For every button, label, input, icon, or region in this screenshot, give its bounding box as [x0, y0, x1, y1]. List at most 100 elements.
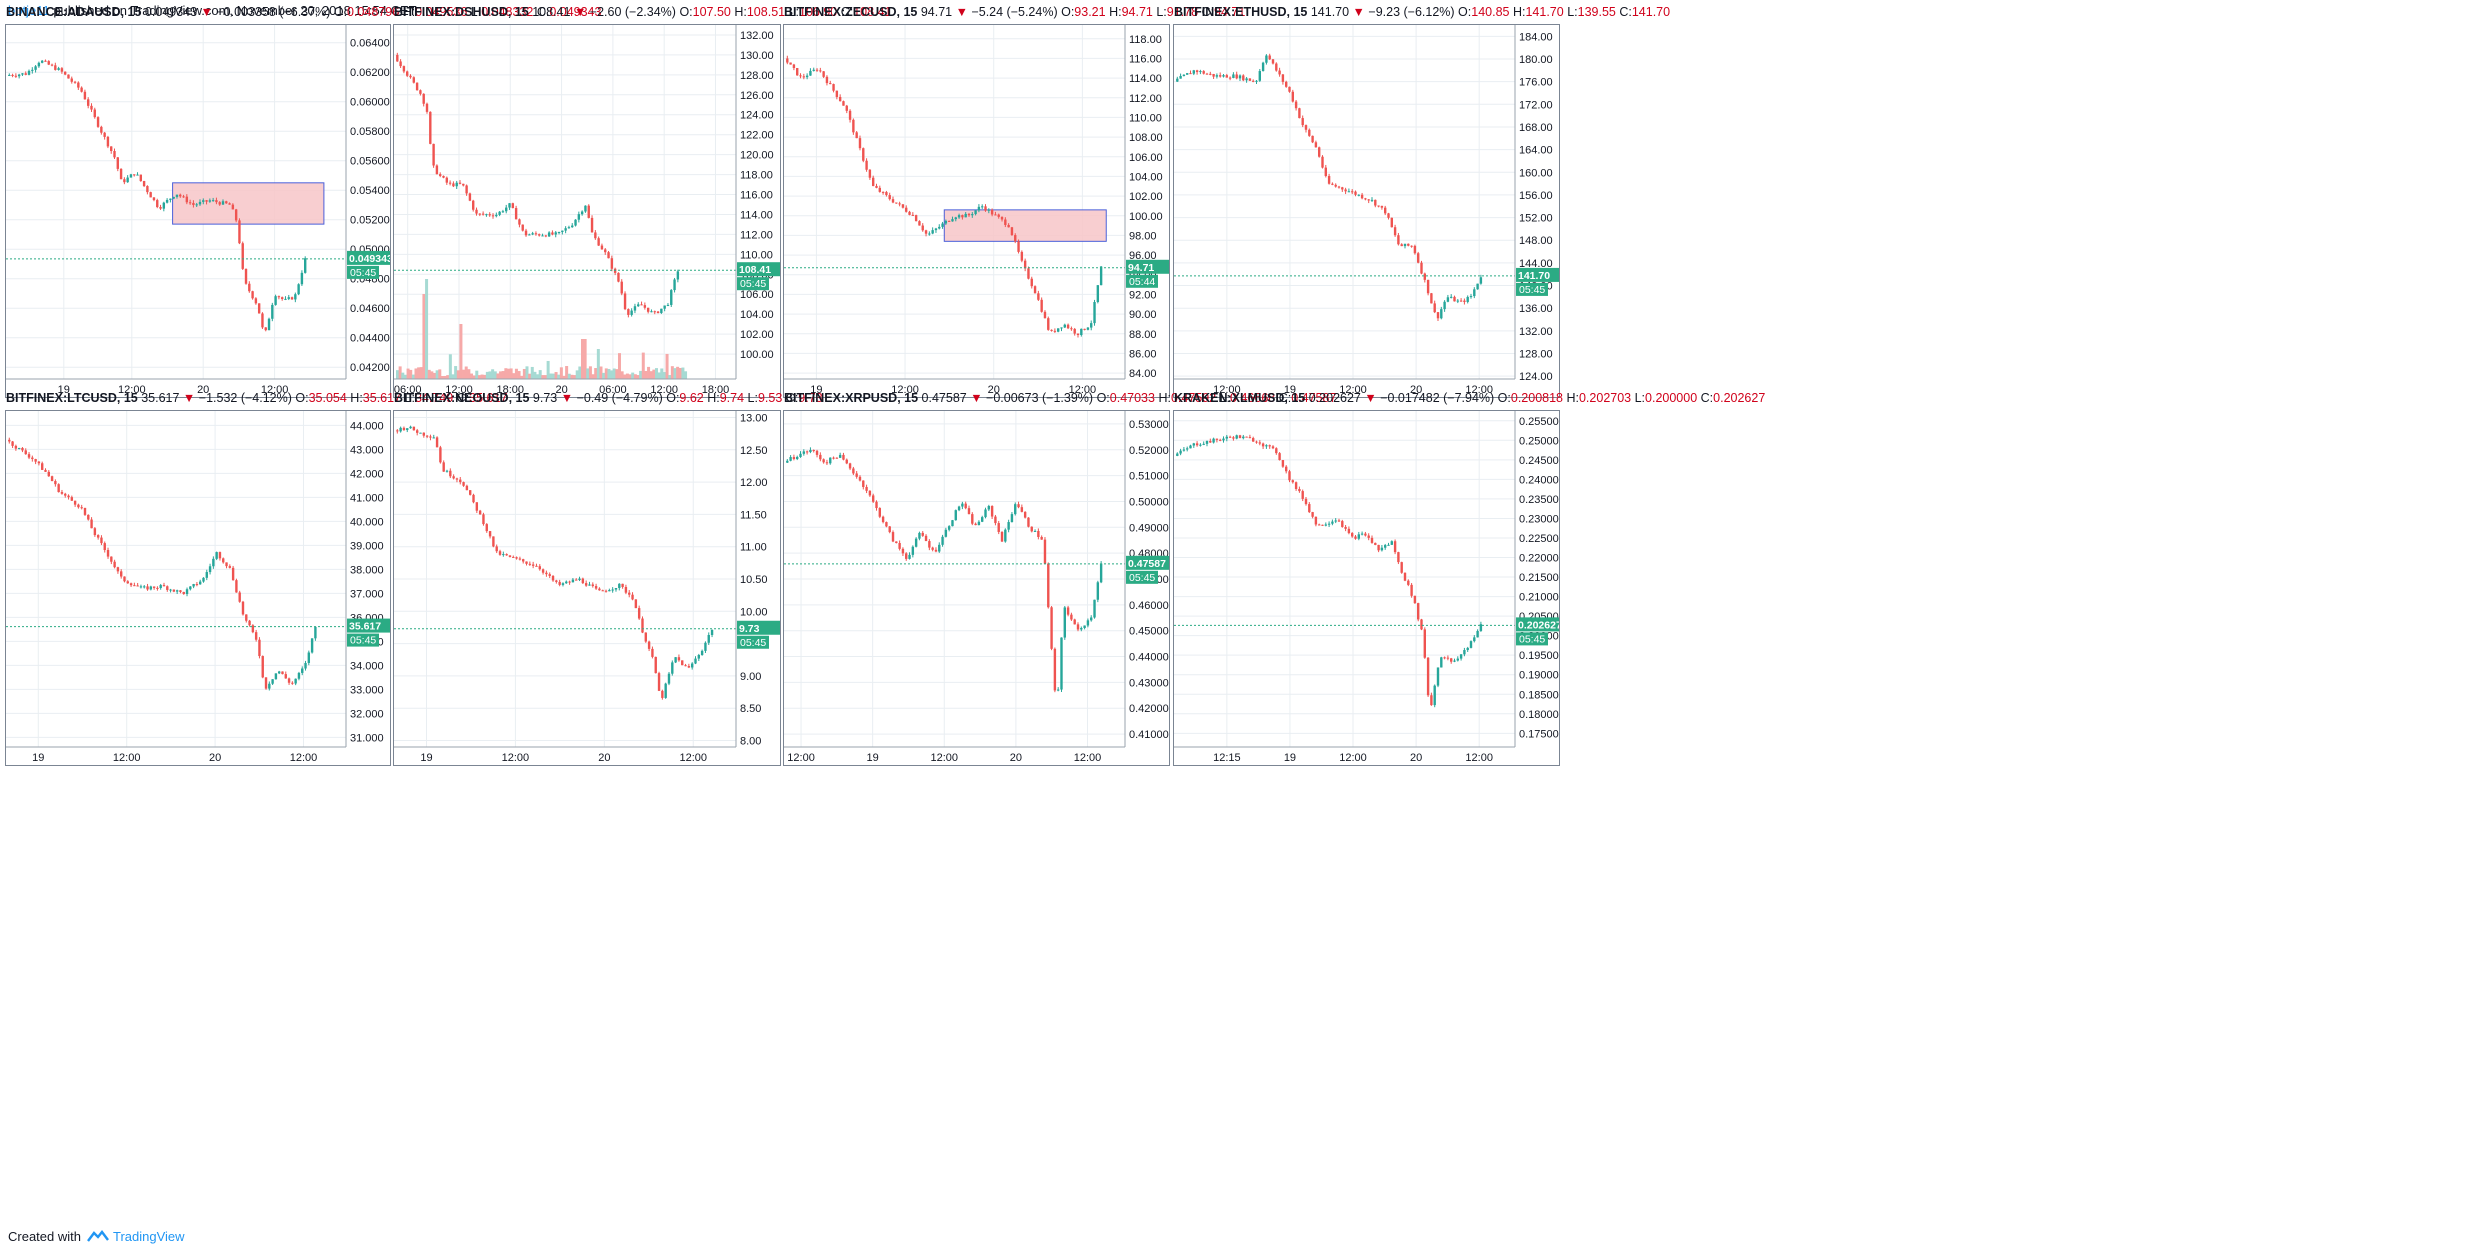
ohlc-key: L:: [747, 391, 758, 405]
candle-body: [511, 203, 515, 209]
x-tick-label: 20: [209, 752, 221, 764]
candle-body: [1285, 81, 1288, 87]
candle-body: [786, 460, 789, 463]
candle-body: [172, 589, 176, 592]
candle-body: [971, 214, 974, 216]
candle-body: [918, 532, 921, 539]
y-tick-label: 102.00: [1129, 191, 1163, 203]
symbol-label: BITFINEX:LTCUSD, 15: [6, 391, 138, 405]
y-tick-label: 34.000: [350, 660, 384, 672]
y-tick-label: 9.00: [740, 671, 761, 683]
y-tick-label: 180.00: [1519, 54, 1553, 66]
candle-body: [11, 74, 14, 76]
x-tick-label: 12:15: [1213, 752, 1241, 764]
volume-bar: [512, 373, 516, 379]
author-link[interactable]: botje11: [8, 3, 50, 18]
candle-body: [106, 136, 110, 147]
y-tick-label: 0.180000: [1519, 709, 1560, 721]
chart-panel[interactable]: 0.53000 0.52000 0.51000 0.50000 0.49000 0.480…: [783, 410, 1170, 766]
y-tick-label: 132.00: [1519, 326, 1553, 338]
candle-body: [307, 652, 311, 663]
y-tick-label: 0.046000: [350, 303, 391, 315]
y-tick-label: 0.52000: [1129, 445, 1169, 457]
candle-body: [133, 174, 136, 176]
grid: [394, 411, 736, 747]
candle-body: [1199, 444, 1202, 446]
candle-body: [1040, 299, 1043, 312]
y-tick-label: 0.058000: [350, 126, 391, 138]
countdown-tag: [347, 633, 379, 647]
candle-body: [1380, 547, 1384, 551]
candle-body: [1278, 70, 1281, 75]
chart-panel[interactable]: 118.00 116.00 114.00 112.00 110.00 108.00 106.…: [783, 24, 1170, 398]
candle-body: [1235, 74, 1238, 79]
volume-bar: [668, 375, 672, 379]
candle-body: [425, 435, 429, 437]
candle-body: [77, 82, 80, 88]
ohlc-key: L:: [404, 391, 415, 405]
tradingview-link[interactable]: TradingView: [112, 1229, 185, 1244]
candle-body: [57, 68, 60, 70]
candle-body: [1456, 300, 1459, 302]
chart-panel[interactable]: 0.064000 0.062000 0.060000 0.058000 0.056000…: [5, 24, 391, 398]
y-tick-label: 0.43000: [1129, 677, 1169, 689]
chart-svg: 0.255000 0.250000 0.245000 0.240000 0.235000…: [1174, 411, 1560, 764]
candle-body: [852, 468, 855, 474]
candle-body: [152, 586, 156, 588]
candle-body: [538, 566, 541, 570]
ohlc-key: L:: [470, 5, 482, 19]
candle-body: [994, 214, 997, 216]
chart-legend: BINANCE:ADAUSD, 15 0.049343 ▼ −0.003358 …: [6, 4, 601, 21]
candle-body: [848, 463, 852, 469]
x-tick-label: 12:00: [118, 384, 146, 396]
candle-body: [396, 54, 399, 62]
candle-body: [921, 225, 924, 231]
volume-bar: [565, 366, 569, 379]
y-tick-label: 104.00: [1129, 171, 1163, 183]
chart-panel[interactable]: 13.0012.5012.0011.5011.0010.5010.009.509…: [393, 410, 781, 766]
price-tag: [737, 620, 780, 635]
candle-body: [852, 119, 855, 133]
candle-body: [584, 583, 588, 586]
candle-body: [17, 74, 21, 77]
candle-body: [551, 232, 554, 235]
candle-body: [512, 556, 515, 558]
chart-panel[interactable]: 132.00 130.00 128.00 126.00 124.00 122.00 120.…: [393, 24, 781, 398]
candle-body: [287, 678, 291, 683]
symbol-label: BITFINEX:DSHUSD, 15: [394, 5, 529, 19]
volume-bar: [467, 369, 471, 379]
y-tick-label: 124.00: [1519, 371, 1553, 383]
chart-panel[interactable]: 0.255000 0.250000 0.245000 0.240000 0.235000…: [1173, 410, 1560, 766]
candle-body: [1014, 235, 1017, 242]
candle-body: [557, 232, 561, 234]
candle-body: [422, 432, 426, 436]
candle-body: [139, 586, 143, 588]
candle-body: [1265, 55, 1268, 63]
candle-body: [415, 430, 419, 433]
candle-body: [1456, 658, 1459, 661]
y-tick-label: 172.00: [1519, 99, 1553, 111]
countdown-tag: [1126, 274, 1158, 288]
chart-panel[interactable]: 184.00 180.00 176.00 172.00 168.00 164.00 160.…: [1173, 24, 1560, 398]
candle-body: [1407, 243, 1410, 246]
candle-body: [274, 296, 277, 305]
volume-bar: [530, 366, 534, 379]
chart-panel[interactable]: 44.000 43.000 42.000 41.000 40.000 39.000 38.0…: [5, 410, 391, 766]
candle-body: [300, 272, 304, 285]
candle-body: [666, 304, 670, 306]
ohlc-value: 106.90: [799, 5, 841, 19]
candle-body: [1281, 460, 1285, 467]
candle-body: [825, 76, 829, 84]
candle-body: [1331, 183, 1334, 185]
candle-body: [1000, 531, 1004, 542]
candle-body: [928, 541, 931, 548]
countdown-tag: [347, 265, 379, 279]
candle-body: [1393, 227, 1397, 236]
x-tick-label: 12:00: [502, 752, 530, 764]
candle-body: [455, 182, 458, 187]
candle-body: [419, 432, 422, 434]
candle-body: [637, 608, 641, 619]
zone-rectangle[interactable]: [172, 182, 325, 225]
candle-body: [957, 506, 961, 511]
candle-body: [502, 554, 505, 556]
